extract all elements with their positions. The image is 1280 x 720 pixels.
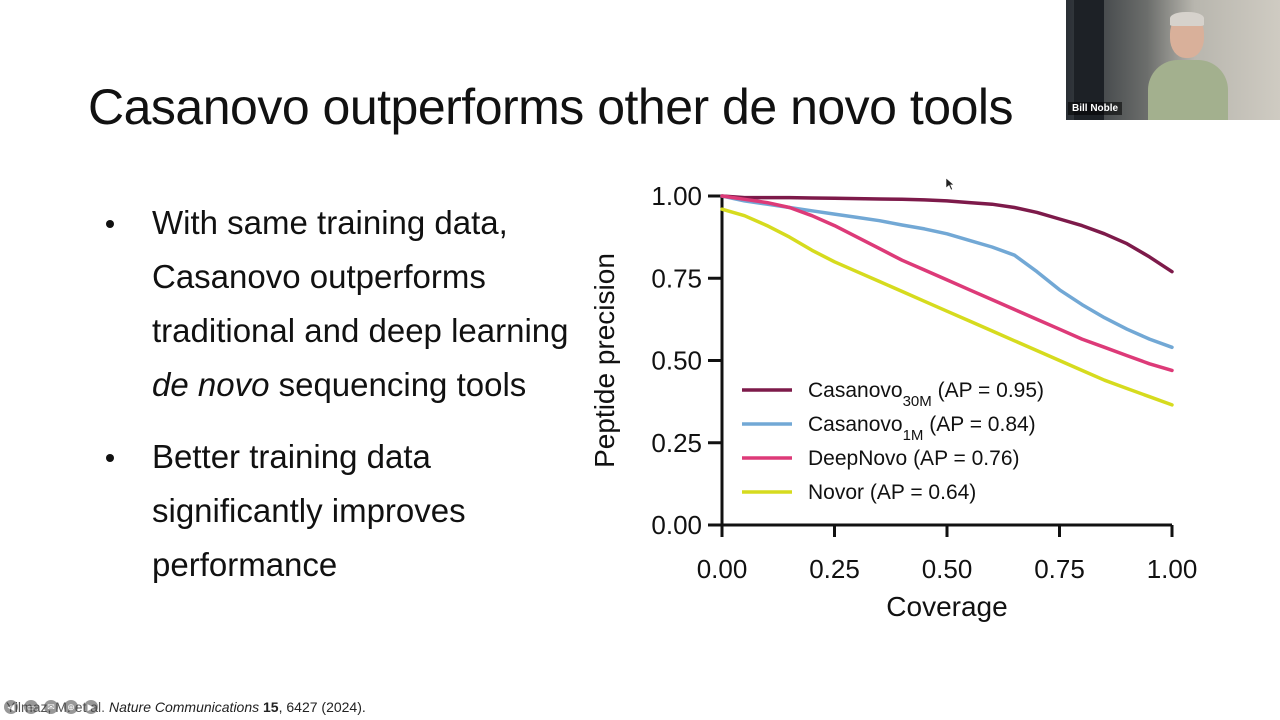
bullet-list: With same training data, Casanovo outper… [100,196,580,592]
x-tick-label: 0.00 [697,554,748,584]
x-axis-label: Coverage [886,591,1007,622]
mail-icon[interactable]: ✉ [44,700,58,714]
player-controls: ◀ ▭ ✉ ⊕ ▶ [4,700,98,714]
legend-label: Casanovo1M (AP = 0.84) [808,413,1036,444]
series-line [720,194,1174,373]
y-tick-label: 0.25 [651,428,702,458]
participant-video[interactable]: Bill Noble [1066,0,1280,120]
back-icon[interactable]: ◀ [4,700,18,714]
y-axis-label: Peptide precision [589,253,620,468]
participant-body [1148,60,1228,120]
background-door [1074,0,1104,120]
x-tick-label: 0.75 [1034,554,1085,584]
x-tick-label: 0.50 [922,554,973,584]
precision-coverage-chart: 0.00 0.00 0.25 0.25 0.50 0.50 0.75 0.75 1.00 1.00… [589,181,1198,622]
captions-icon[interactable]: ▭ [24,700,38,714]
participant-name-label: Bill Noble [1068,102,1123,115]
bullet-text-part: Better training data significantly impro… [152,438,466,583]
series-line [720,207,1174,407]
y-tick-label: 0.50 [651,346,702,376]
citation-journal: Nature Communications [108,699,260,715]
legend-label: Casanovo30M (AP = 0.95) [808,379,1044,410]
bullet-item: Better training data significantly impro… [100,430,580,592]
bullet-text-part: With same training data, Casanovo outper… [152,204,569,349]
citation-details: , 6427 (2024). [278,699,366,715]
x-tick-label: 1.00 [1147,554,1198,584]
y-tick-label: 0.75 [651,263,702,293]
y-tick-label: 1.00 [651,181,702,211]
forward-icon[interactable]: ▶ [84,700,98,714]
legend-label: DeepNovo (AP = 0.76) [808,447,1020,470]
mouse-cursor-icon [946,178,955,191]
bullet-text-part: sequencing tools [269,366,527,403]
participant-hair [1170,12,1204,26]
bullet-dot [106,454,114,462]
y-tick-label: 0.00 [651,510,702,540]
participant-figure [1148,6,1228,120]
bullet-item: With same training data, Casanovo outper… [100,196,580,412]
bullet-text-italic: de novo [152,366,270,403]
x-tick-label: 0.25 [809,554,860,584]
legend-label: Novor (AP = 0.64) [808,481,976,504]
series-line [720,194,1174,350]
series-line [720,194,1174,274]
slide-title: Casanovo outperforms other de novo tools [88,79,1014,135]
bullet-dot [106,220,114,228]
citation-volume: 15 [263,699,279,715]
zoom-icon[interactable]: ⊕ [64,700,78,714]
